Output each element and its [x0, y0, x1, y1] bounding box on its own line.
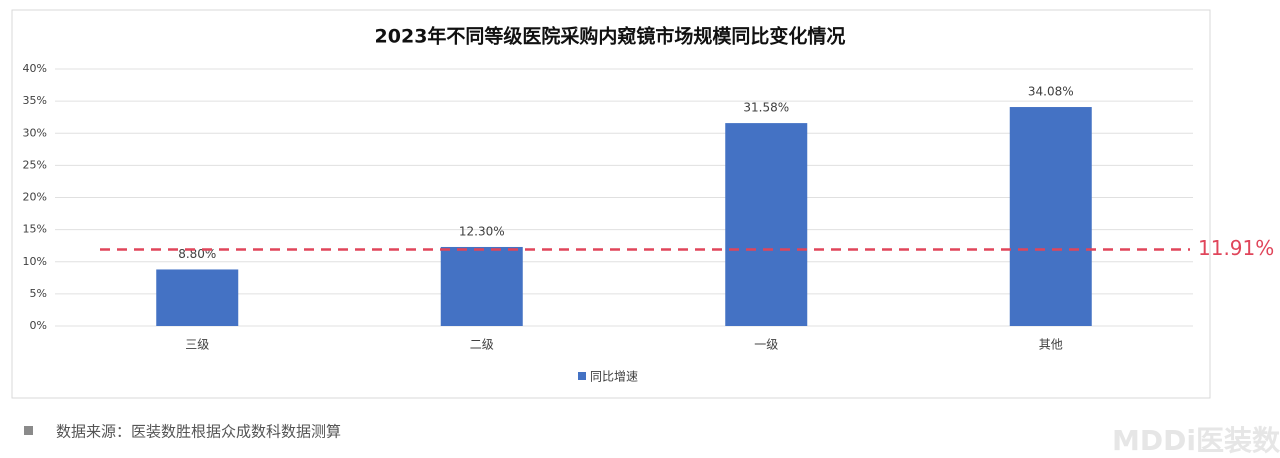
y-tick-label: 35% [23, 94, 47, 107]
x-tick-label: 其他 [1039, 338, 1063, 352]
legend-swatch [578, 372, 586, 380]
y-tick-label: 0% [30, 319, 47, 332]
y-tick-label: 30% [23, 126, 47, 139]
data-label: 34.08% [1028, 85, 1074, 99]
y-tick-label: 40% [23, 62, 47, 75]
source-bullet [24, 426, 33, 435]
chart-title: 2023年不同等级医院采购内窥镜市场规模同比变化情况 [375, 25, 846, 48]
data-label: 31.58% [743, 101, 789, 115]
y-tick-label: 20% [23, 191, 47, 204]
bar [156, 269, 239, 326]
y-tick-label: 10% [23, 255, 47, 268]
bar [440, 246, 523, 326]
y-tick-label: 25% [23, 158, 47, 171]
x-tick-label: 二级 [470, 338, 494, 352]
y-tick-label: 15% [23, 223, 47, 236]
legend-label: 同比增速 [590, 370, 638, 384]
reference-label: 11.91% [1198, 236, 1274, 260]
source-note: 数据来源：医装数胜根据众成数科数据测算 [56, 423, 341, 441]
watermark: MDDi医装数 [1112, 424, 1280, 457]
bar [725, 123, 808, 326]
bar [1009, 107, 1092, 326]
y-tick-label: 5% [30, 287, 47, 300]
x-tick-label: 一级 [754, 338, 778, 352]
data-label: 12.30% [459, 224, 505, 238]
x-tick-label: 三级 [185, 338, 209, 352]
